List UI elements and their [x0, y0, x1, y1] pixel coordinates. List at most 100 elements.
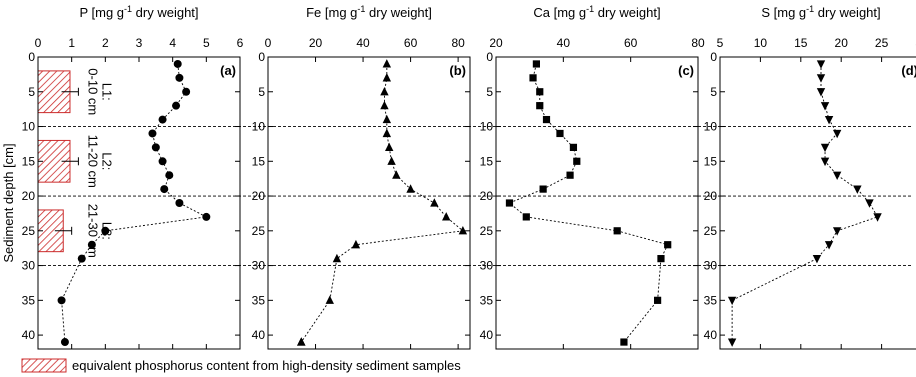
data-point-13 [458, 226, 468, 235]
y-tick-label: 30 [480, 259, 494, 273]
x-tick-label: 0 [265, 36, 272, 50]
data-point-15 [657, 255, 665, 263]
data-point-8 [387, 156, 396, 165]
y-tick-label: 40 [480, 328, 494, 342]
y-tick-label: 25 [480, 224, 494, 238]
data-point-11 [505, 199, 514, 207]
x-tick-label: 6 [237, 36, 244, 50]
data-point-5 [382, 114, 392, 124]
data-point-10 [160, 185, 169, 194]
panel-title-superscript: -1 [357, 4, 365, 14]
series-line [508, 63, 669, 343]
data-point-5 [158, 115, 167, 124]
data-point-14 [87, 240, 96, 249]
chart-panel-2: Fe [mg g-1 dry weight] 0 20 40 60 80 0 5 10 15 20 2… [252, 4, 471, 350]
data-point-2 [529, 74, 537, 82]
data-point-8 [573, 157, 581, 165]
panel-title: P [mg g-1 dry weight] [79, 4, 198, 20]
data-point-2 [816, 74, 826, 83]
layer-label-2: 11-20 cm [86, 135, 101, 188]
y-tick-label: 15 [480, 154, 494, 168]
data-point-6 [832, 129, 842, 139]
y-tick-label: 25 [252, 224, 266, 238]
data-point-1 [532, 60, 540, 68]
y-tick-label: 15 [22, 154, 36, 168]
y-tick-label: 5 [258, 85, 265, 99]
y-tick-label: 0 [710, 50, 717, 64]
layer-label-1: 0-10 cm [86, 68, 101, 115]
data-point-11 [865, 199, 874, 208]
data-point-16 [325, 295, 334, 304]
x-tick-label: 1 [68, 36, 75, 50]
data-point-9 [566, 171, 574, 179]
y-tick-label: 25 [704, 224, 718, 238]
data-point-11 [430, 198, 439, 207]
y-tick-label: 0 [258, 50, 265, 64]
y-tick-label: 40 [252, 328, 266, 342]
y-tick-label: 5 [28, 85, 35, 99]
chart-panel-3: Ca [mg g-1 dry weight] 20 40 60 80 0 5 10 15 20 25… [480, 4, 705, 350]
data-point-13 [832, 227, 842, 236]
data-point-7 [151, 143, 160, 152]
legend-label: equivalent phosphorus content from high-… [72, 358, 461, 373]
data-point-15 [332, 253, 342, 263]
data-point-3 [380, 86, 389, 96]
data-point-3 [816, 88, 826, 97]
data-point-2 [382, 73, 392, 82]
y-tick-label: 0 [28, 50, 35, 64]
data-point-13 [101, 226, 110, 235]
y-tick-label: 10 [252, 120, 266, 134]
panel-label: (a) [220, 63, 236, 78]
data-point-12 [522, 213, 530, 221]
y-tick-label: 0 [486, 50, 493, 64]
y-tick-label: 30 [22, 259, 36, 273]
data-point-10 [406, 184, 415, 193]
y-tick-label: 20 [704, 189, 718, 203]
data-point-16 [57, 296, 66, 305]
legend-hatch-swatch [21, 358, 67, 373]
data-point-5 [824, 115, 834, 125]
data-point-14 [824, 241, 834, 250]
panel-label: (c) [678, 63, 694, 78]
x-tick-label: 3 [136, 36, 143, 50]
x-tick-label: 10 [754, 36, 768, 50]
data-point-14 [664, 241, 672, 249]
legend: equivalent phosphorus content from high-… [21, 358, 461, 373]
data-point-1 [816, 60, 826, 69]
data-point-6 [382, 128, 392, 138]
y-tick-label: 10 [22, 120, 36, 134]
data-point-12 [442, 212, 451, 221]
panel-title-superscript: -1 [806, 4, 814, 14]
data-point-9 [392, 170, 401, 179]
data-point-6 [148, 129, 157, 138]
data-point-9 [165, 171, 174, 180]
plot-frame [719, 56, 916, 350]
y-tick-label: 25 [22, 224, 36, 238]
plot-frame [267, 56, 471, 350]
data-point-17 [727, 338, 737, 347]
layer-name-1: L1: [100, 83, 115, 101]
panel-label: (b) [449, 63, 466, 78]
data-point-4 [820, 102, 830, 111]
data-point-13 [613, 227, 621, 235]
x-tick-label: 20 [309, 36, 323, 50]
x-tick-label: 40 [356, 36, 370, 50]
panel-title: Ca [mg g-1 dry weight] [533, 4, 660, 20]
y-tick-label: 5 [486, 85, 493, 99]
panel-title-rest: dry weight] [594, 5, 660, 20]
y-tick-label: 20 [22, 189, 36, 203]
data-point-10 [853, 185, 862, 194]
y-tick-label: 35 [252, 293, 266, 307]
y-tick-label: 40 [704, 328, 718, 342]
data-point-7 [385, 142, 394, 151]
x-tick-label: 20 [489, 36, 503, 50]
x-tick-label: 80 [451, 36, 465, 50]
x-tick-label: 80 [691, 36, 705, 50]
data-point-3 [182, 87, 191, 96]
data-point-8 [820, 157, 830, 167]
data-point-1 [173, 59, 182, 68]
data-point-16 [654, 296, 662, 304]
data-point-11 [175, 199, 184, 207]
x-tick-label: 4 [169, 36, 176, 50]
